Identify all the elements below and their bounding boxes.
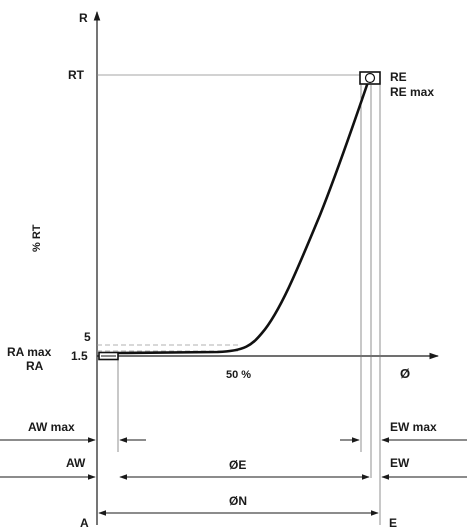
ra-label: RA xyxy=(26,359,44,373)
e-label: E xyxy=(389,516,397,530)
five-label: 5 xyxy=(84,330,91,344)
x-axis-label: Ø xyxy=(400,366,410,381)
ra-max-label: RA max xyxy=(7,345,52,359)
aw-max-label: AW max xyxy=(28,420,75,434)
resistance-curve xyxy=(117,81,370,355)
re-max-label: RE max xyxy=(390,85,434,99)
one-five-label: 1.5 xyxy=(71,349,88,363)
aw-label: AW xyxy=(66,456,86,470)
y-axis-label: R xyxy=(79,11,88,25)
ew-label: EW xyxy=(390,456,410,470)
ew-max-label: EW max xyxy=(390,420,437,434)
y-axis-title: % RT xyxy=(31,224,43,252)
a-label: A xyxy=(80,516,89,530)
rt-label: RT xyxy=(68,68,85,82)
oe-label: ØE xyxy=(229,458,246,472)
re-label: RE xyxy=(390,70,407,84)
fifty-percent-label: 50 % xyxy=(226,369,251,381)
on-label: ØN xyxy=(229,494,247,508)
re-marker-circle xyxy=(364,72,376,84)
